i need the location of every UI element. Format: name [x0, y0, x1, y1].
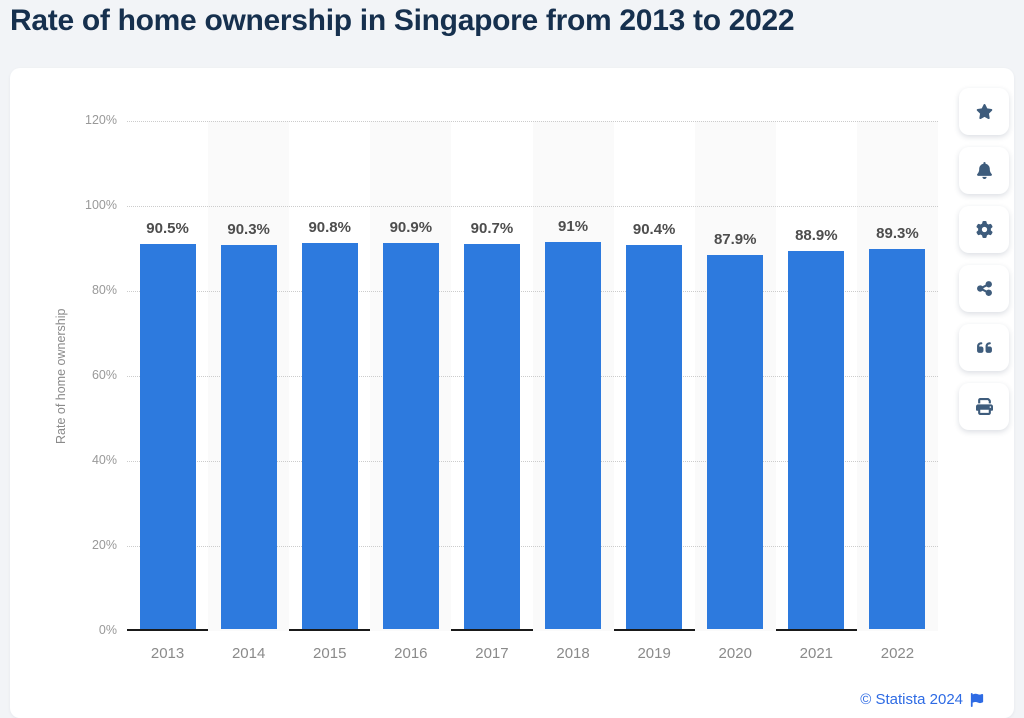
bar-2014: [220, 245, 277, 629]
x-tick-label: 2015: [313, 645, 347, 662]
y-tick-label: 40%: [91, 453, 117, 467]
favorite-button[interactable]: [959, 88, 1009, 135]
printer-icon: [975, 398, 993, 415]
gridline: [127, 546, 938, 547]
bar-2018: [545, 242, 602, 629]
plot-area: 90.5% 90.3% 90.8% 90.9% 90.7% 91% 90.4% 87.9% 88…: [127, 121, 938, 631]
x-tick-label: 2014: [231, 645, 266, 662]
gear-icon: [975, 221, 993, 238]
bar-value-label: 88.9%: [795, 227, 838, 245]
bar-2021: [788, 251, 845, 629]
bar-value-label: 87.9%: [713, 231, 757, 249]
y-tick-label: 100%: [85, 198, 117, 212]
statista-copyright-link[interactable]: © Statista 2024: [860, 691, 963, 708]
quote-icon: [976, 342, 992, 353]
settings-button[interactable]: [959, 206, 1009, 253]
bar-value-label: 89.3%: [876, 225, 919, 243]
bar-value-label: 90.3%: [227, 221, 270, 239]
bar-2020: [707, 255, 764, 629]
bar-2016: [382, 242, 439, 629]
y-tick-label: 120%: [85, 113, 117, 127]
bell-icon: [976, 162, 992, 179]
chart-footer: © Statista 2024: [860, 691, 984, 708]
y-tick-label: 80%: [91, 283, 117, 297]
action-toolbar: [959, 88, 1009, 430]
gridline: [127, 291, 938, 292]
x-tick-label: 2019: [637, 645, 671, 662]
bar-value-label: 90.8%: [308, 219, 351, 237]
flag-icon: [970, 692, 984, 707]
gridline: [127, 206, 938, 207]
cite-button[interactable]: [959, 324, 1009, 371]
x-tick-label: 2017: [475, 645, 509, 662]
y-tick-label: 60%: [91, 368, 117, 382]
bar-2017: [463, 243, 520, 629]
print-button[interactable]: [959, 383, 1009, 430]
bar-value-label: 90.9%: [389, 218, 433, 236]
star-icon: [976, 103, 992, 120]
share-icon: [976, 281, 992, 296]
x-tick-label: 2020: [718, 645, 752, 662]
x-tick-label: 2013: [150, 645, 185, 662]
bar-value-label: 90.5%: [146, 220, 189, 238]
bar-value-label: 91%: [558, 218, 589, 236]
gridline: [127, 121, 938, 122]
bar-value-label: 90.4%: [632, 220, 676, 238]
bar-value-label: 90.7%: [470, 219, 514, 237]
gridline: [127, 461, 938, 462]
alerts-button[interactable]: [959, 147, 1009, 194]
chart-card: Rate of home ownership 90.5% 90.3% 90.8% 90…: [10, 68, 1014, 718]
bar-2013: [139, 244, 196, 629]
y-tick-label: 20%: [91, 538, 117, 552]
share-button[interactable]: [959, 265, 1009, 312]
gridline: [127, 376, 938, 377]
page-title: Rate of home ownership in Singapore from…: [10, 4, 795, 37]
x-tick-label: 2021: [799, 645, 834, 662]
x-tick-label: 2022: [880, 645, 915, 662]
x-tick-label: 2018: [556, 645, 590, 662]
bar-2019: [626, 244, 683, 629]
x-tick-label: 2016: [394, 645, 428, 662]
bar-2022: [869, 249, 926, 629]
bar-2015: [301, 243, 358, 629]
y-tick-label: 0%: [98, 623, 117, 637]
